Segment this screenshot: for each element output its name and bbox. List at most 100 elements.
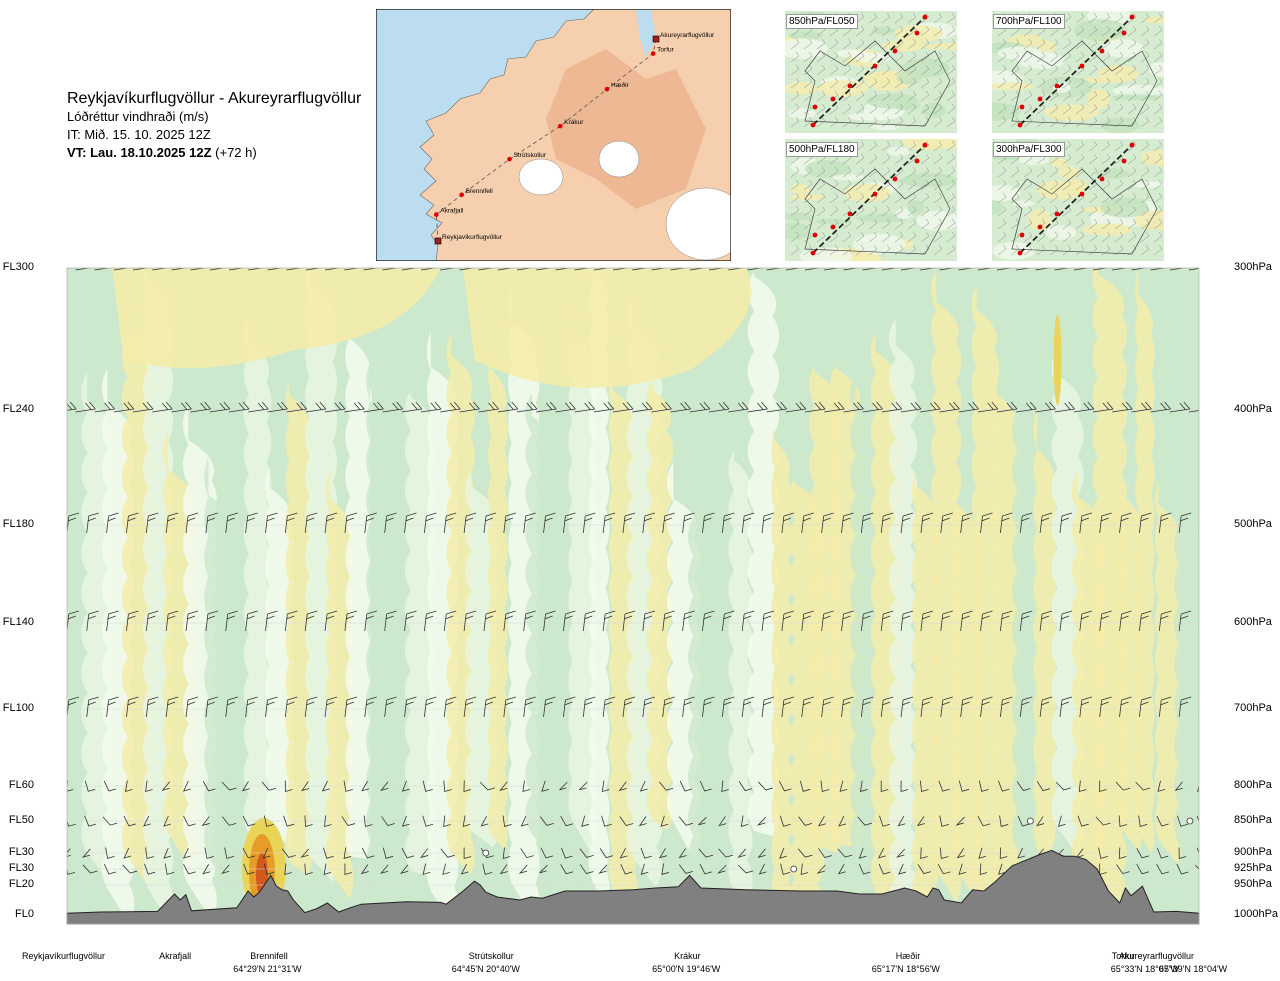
inset-wind-barb xyxy=(855,192,865,204)
wind-barb xyxy=(284,610,298,632)
waypoint-marker xyxy=(434,212,439,217)
inset-wind-barb xyxy=(842,166,852,178)
route-map: Akureyrarflugvöllur Torfur Hæðir Krákur Strú… xyxy=(376,9,731,261)
wind-barb xyxy=(1118,847,1127,860)
wind-barb xyxy=(344,512,358,534)
inset-wind-barb xyxy=(997,77,1007,89)
inset-wind-barb xyxy=(1088,140,1098,152)
wind-barb xyxy=(958,780,970,792)
inset-wind-barb xyxy=(1023,90,1033,102)
wind-barb xyxy=(516,401,538,413)
wind-barb xyxy=(190,401,211,413)
wind-barb xyxy=(938,780,950,792)
wind-barb xyxy=(1138,815,1148,827)
velocity-contour xyxy=(747,271,780,837)
wind-barb xyxy=(422,780,433,792)
inset-wind-barb xyxy=(829,166,839,178)
wind-barb xyxy=(804,401,826,413)
calm-wind-marker xyxy=(482,849,490,857)
inset-wind-barb xyxy=(907,179,917,191)
wind-barb xyxy=(47,513,59,533)
wind-barb xyxy=(363,401,384,413)
wind-barb xyxy=(126,696,139,718)
inset-wind-barb xyxy=(1101,12,1111,24)
inset-wind-barb xyxy=(1127,25,1137,37)
inset-wind-barb xyxy=(1010,51,1020,63)
inset-wind-barb xyxy=(933,192,943,204)
inset-wind-barb xyxy=(816,77,826,89)
inset-wind-barb xyxy=(907,64,917,76)
inset-wind-barb xyxy=(1114,38,1124,50)
wind-barb xyxy=(344,610,358,632)
wind-barb xyxy=(881,401,903,413)
inset-wind-barb xyxy=(946,90,956,102)
wind-barb xyxy=(382,268,399,271)
inset-wind-barb xyxy=(816,64,826,76)
velocity-contour xyxy=(888,318,918,924)
wind-barb xyxy=(602,512,616,534)
wind-barb xyxy=(958,401,979,413)
wind-barb xyxy=(94,268,111,271)
inset-wind-barb xyxy=(1127,12,1137,24)
wind-barb xyxy=(818,816,826,827)
wind-barb xyxy=(324,268,342,271)
wind-barb xyxy=(999,696,1013,718)
wind-barb xyxy=(245,610,258,632)
wind-barb xyxy=(581,815,589,827)
inset-wind-barb xyxy=(946,25,956,37)
wind-barb xyxy=(401,401,423,413)
inset-wind-barb xyxy=(868,116,878,128)
wind-barb xyxy=(106,610,119,632)
wind-barb xyxy=(263,815,274,827)
inset-wind-barb xyxy=(1062,153,1072,165)
wind-barb xyxy=(996,268,1014,271)
wind-barb xyxy=(221,781,237,791)
wind-barb xyxy=(1131,401,1152,413)
velocity-contour xyxy=(243,313,272,924)
inset-contour xyxy=(852,233,906,255)
inset-wind-barb xyxy=(1114,218,1124,230)
wind-barb xyxy=(75,268,92,271)
inset-wind-barb xyxy=(868,205,878,217)
inset-wind-barb xyxy=(829,64,839,76)
inset-contour xyxy=(790,183,810,195)
wind-barb xyxy=(300,848,310,858)
wind-barb xyxy=(94,401,115,413)
wind-barb xyxy=(105,847,115,859)
wind-barb xyxy=(523,512,536,534)
inset-wind-barb xyxy=(1153,166,1163,178)
inset-wind-barb xyxy=(1049,231,1059,243)
wind-barb xyxy=(543,512,556,534)
inset-wind-barb xyxy=(1075,218,1085,230)
inset-wind-barb xyxy=(946,51,956,63)
wind-barb xyxy=(824,401,845,413)
wind-barb xyxy=(838,815,847,827)
wind-barb xyxy=(555,401,576,413)
velocity-contour xyxy=(488,355,508,850)
inset-wind-barb xyxy=(1088,231,1098,243)
wind-barb xyxy=(660,815,669,827)
inset-wind-barb xyxy=(1088,153,1098,165)
inset-contour xyxy=(832,174,865,181)
inset-wind-barb xyxy=(803,51,813,63)
wind-barb xyxy=(243,863,255,875)
wind-barb xyxy=(728,401,749,413)
inset-wind-barb xyxy=(894,90,904,102)
map-waypoint-label: Torfur xyxy=(657,47,674,54)
wind-barb xyxy=(601,815,612,827)
wind-barb xyxy=(560,864,574,875)
inset-map-850-graphic xyxy=(777,11,980,133)
wind-barb xyxy=(242,847,256,859)
wind-barb xyxy=(978,847,987,859)
inset-contour xyxy=(789,31,823,41)
wind-barb xyxy=(363,815,373,827)
inset-map-850: 850hPa/FL050 xyxy=(777,11,980,133)
inset-wind-barb xyxy=(946,77,956,89)
wind-barb xyxy=(46,864,53,875)
wind-barb xyxy=(46,848,55,859)
inset-wind-barb xyxy=(1023,116,1033,128)
inset-wind-barb xyxy=(1075,77,1085,89)
hpa-tick-label: 850hPa xyxy=(1234,814,1272,826)
wind-barb xyxy=(651,268,668,271)
inset-route xyxy=(812,144,926,254)
